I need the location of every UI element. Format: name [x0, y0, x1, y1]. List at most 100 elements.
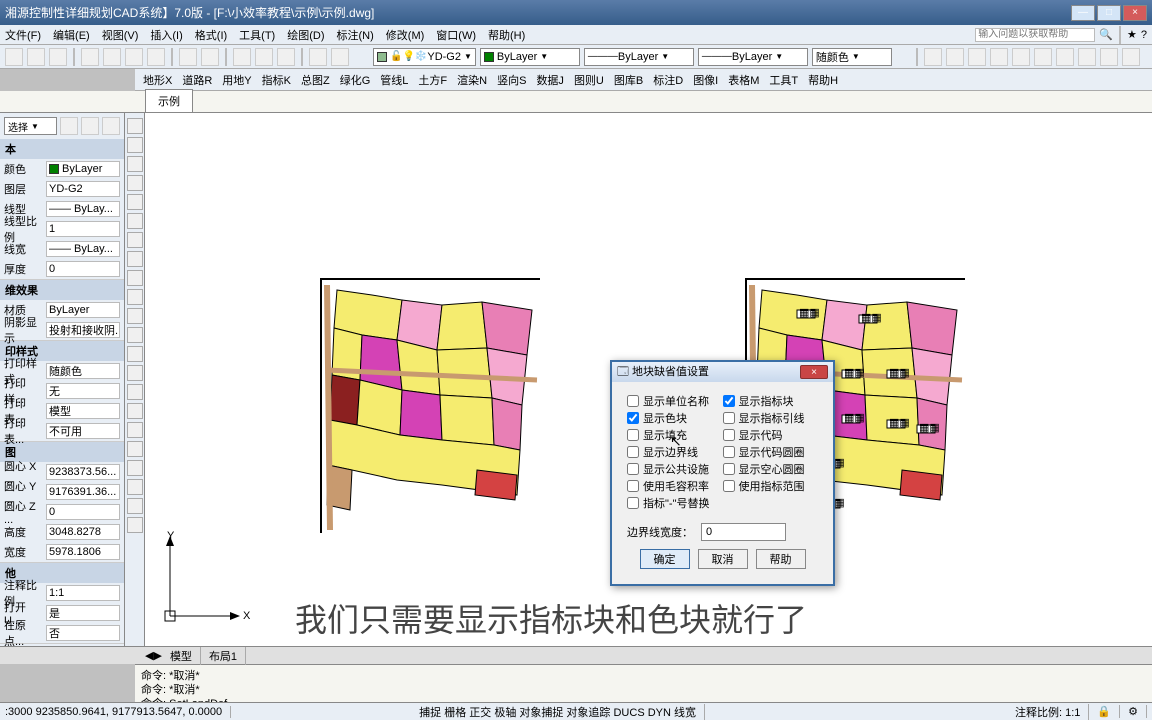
property-row[interactable]: 阴影显示投射和接收阴...: [0, 320, 124, 340]
menu-item[interactable]: 工具(T): [239, 27, 275, 43]
draw-tool[interactable]: [127, 441, 143, 457]
toolbar-icon[interactable]: [81, 48, 99, 66]
submenu-item[interactable]: 表格M: [728, 72, 759, 88]
submenu-item[interactable]: 竖向S: [497, 72, 526, 88]
drawing-canvas[interactable]: ▦▦ ▦▦ ▦▦ ▦▦ ▦▦ ▦▦ ▦▦ ▦▦ ▦▦ ▦▦ ▦▦ ▦▦ Y: [145, 113, 1152, 646]
checkbox[interactable]: [627, 446, 639, 458]
help-input[interactable]: [975, 28, 1095, 42]
dialog-close-button[interactable]: ×: [800, 365, 828, 379]
ok-button[interactable]: 确定: [640, 549, 690, 569]
menu-item[interactable]: 视图(V): [102, 27, 139, 43]
property-row[interactable]: 在原点...否: [0, 623, 124, 643]
toolbar-icon[interactable]: [1012, 48, 1030, 66]
draw-tool[interactable]: [127, 251, 143, 267]
submenu-item[interactable]: 绿化G: [340, 72, 371, 88]
submenu-item[interactable]: 用地Y: [222, 72, 251, 88]
draw-tool[interactable]: [127, 156, 143, 172]
toolbar-icon[interactable]: [990, 48, 1008, 66]
panel-icon[interactable]: [60, 117, 78, 135]
menu-item[interactable]: 格式(I): [195, 27, 227, 43]
toolbar-icon[interactable]: [1122, 48, 1140, 66]
checkbox[interactable]: [723, 429, 735, 441]
question-icon[interactable]: ?: [1141, 29, 1147, 41]
checkbox[interactable]: [627, 480, 639, 492]
draw-tool[interactable]: [127, 384, 143, 400]
toolbar-icon[interactable]: [309, 48, 327, 66]
panel-header[interactable]: 本: [0, 139, 124, 159]
toolbar-icon[interactable]: [147, 48, 165, 66]
toolbar-icon[interactable]: [1034, 48, 1052, 66]
submenu-item[interactable]: 管线L: [380, 72, 408, 88]
menu-item[interactable]: 文件(F): [5, 27, 41, 43]
submenu-item[interactable]: 渲染N: [457, 72, 487, 88]
lineweight-combo[interactable]: ——— ByLayer▼: [698, 48, 808, 66]
draw-tool[interactable]: [127, 137, 143, 153]
checkbox[interactable]: [723, 446, 735, 458]
panel-icon[interactable]: [102, 117, 120, 135]
checkbox[interactable]: [627, 497, 639, 509]
submenu-item[interactable]: 指标K: [262, 72, 291, 88]
draw-tool[interactable]: [127, 213, 143, 229]
toolbar-icon[interactable]: [233, 48, 251, 66]
draw-tool[interactable]: [127, 289, 143, 305]
submenu-item[interactable]: 地形X: [143, 72, 172, 88]
toolbar-icon[interactable]: [49, 48, 67, 66]
draw-tool[interactable]: [127, 365, 143, 381]
draw-tool[interactable]: [127, 327, 143, 343]
checkbox[interactable]: [627, 395, 639, 407]
menu-item[interactable]: 编辑(E): [53, 27, 90, 43]
draw-tool[interactable]: [127, 270, 143, 286]
cancel-button[interactable]: 取消: [698, 549, 748, 569]
checkbox[interactable]: [627, 429, 639, 441]
toolbar-icon[interactable]: [946, 48, 964, 66]
draw-tool[interactable]: [127, 175, 143, 191]
toolbar-icon[interactable]: [1056, 48, 1074, 66]
submenu-item[interactable]: 标注D: [653, 72, 683, 88]
color-combo[interactable]: ByLayer▼: [480, 48, 580, 66]
submenu-item[interactable]: 土方F: [418, 72, 447, 88]
submenu-item[interactable]: 图像I: [693, 72, 718, 88]
checkbox[interactable]: [627, 463, 639, 475]
search-icon[interactable]: 🔍: [1099, 28, 1113, 41]
close-button[interactable]: ×: [1123, 5, 1147, 21]
draw-tool[interactable]: [127, 118, 143, 134]
property-row[interactable]: 圆心 Z ...0: [0, 502, 124, 522]
maximize-button[interactable]: □: [1097, 5, 1121, 21]
draw-tool[interactable]: [127, 460, 143, 476]
toolbar-icon[interactable]: [1078, 48, 1096, 66]
toolbar-icon[interactable]: [924, 48, 942, 66]
checkbox[interactable]: [723, 480, 735, 492]
submenu-item[interactable]: 总图Z: [301, 72, 330, 88]
property-row[interactable]: 颜色ByLayer: [0, 159, 124, 179]
border-width-input[interactable]: [701, 523, 786, 541]
layout-tab[interactable]: 布局1: [201, 647, 246, 665]
help-button[interactable]: 帮助: [756, 549, 806, 569]
draw-tool[interactable]: [127, 346, 143, 362]
submenu-item[interactable]: 图则U: [574, 72, 604, 88]
draw-tool[interactable]: [127, 422, 143, 438]
property-row[interactable]: 厚度0: [0, 259, 124, 279]
checkbox[interactable]: [627, 412, 639, 424]
property-row[interactable]: 图层YD-G2: [0, 179, 124, 199]
linetype-combo[interactable]: ——— ByLayer▼: [584, 48, 694, 66]
property-row[interactable]: 线宽—— ByLay...: [0, 239, 124, 259]
property-row[interactable]: 线型比例1: [0, 219, 124, 239]
menu-item[interactable]: 标注(N): [337, 27, 374, 43]
toolbar-icon[interactable]: [1100, 48, 1118, 66]
doc-tab-active[interactable]: 示例: [145, 89, 193, 112]
panel-icon[interactable]: [81, 117, 99, 135]
toolbar-icon[interactable]: [125, 48, 143, 66]
menu-item[interactable]: 窗口(W): [436, 27, 476, 43]
submenu-item[interactable]: 工具T: [769, 72, 798, 88]
property-row[interactable]: 高度3048.8278: [0, 522, 124, 542]
toolbar-icon[interactable]: [277, 48, 295, 66]
draw-tool[interactable]: [127, 403, 143, 419]
star-icon[interactable]: ★: [1127, 28, 1137, 41]
submenu-item[interactable]: 道路R: [182, 72, 212, 88]
checkbox[interactable]: [723, 412, 735, 424]
layer-combo[interactable]: 🔓💡❄️YD-G2▼: [373, 48, 476, 66]
plotstyle-combo[interactable]: 随颜色▼: [812, 48, 892, 66]
toolbar-icon[interactable]: [331, 48, 349, 66]
panel-header[interactable]: 维效果: [0, 280, 124, 300]
submenu-item[interactable]: 数据J: [536, 72, 564, 88]
